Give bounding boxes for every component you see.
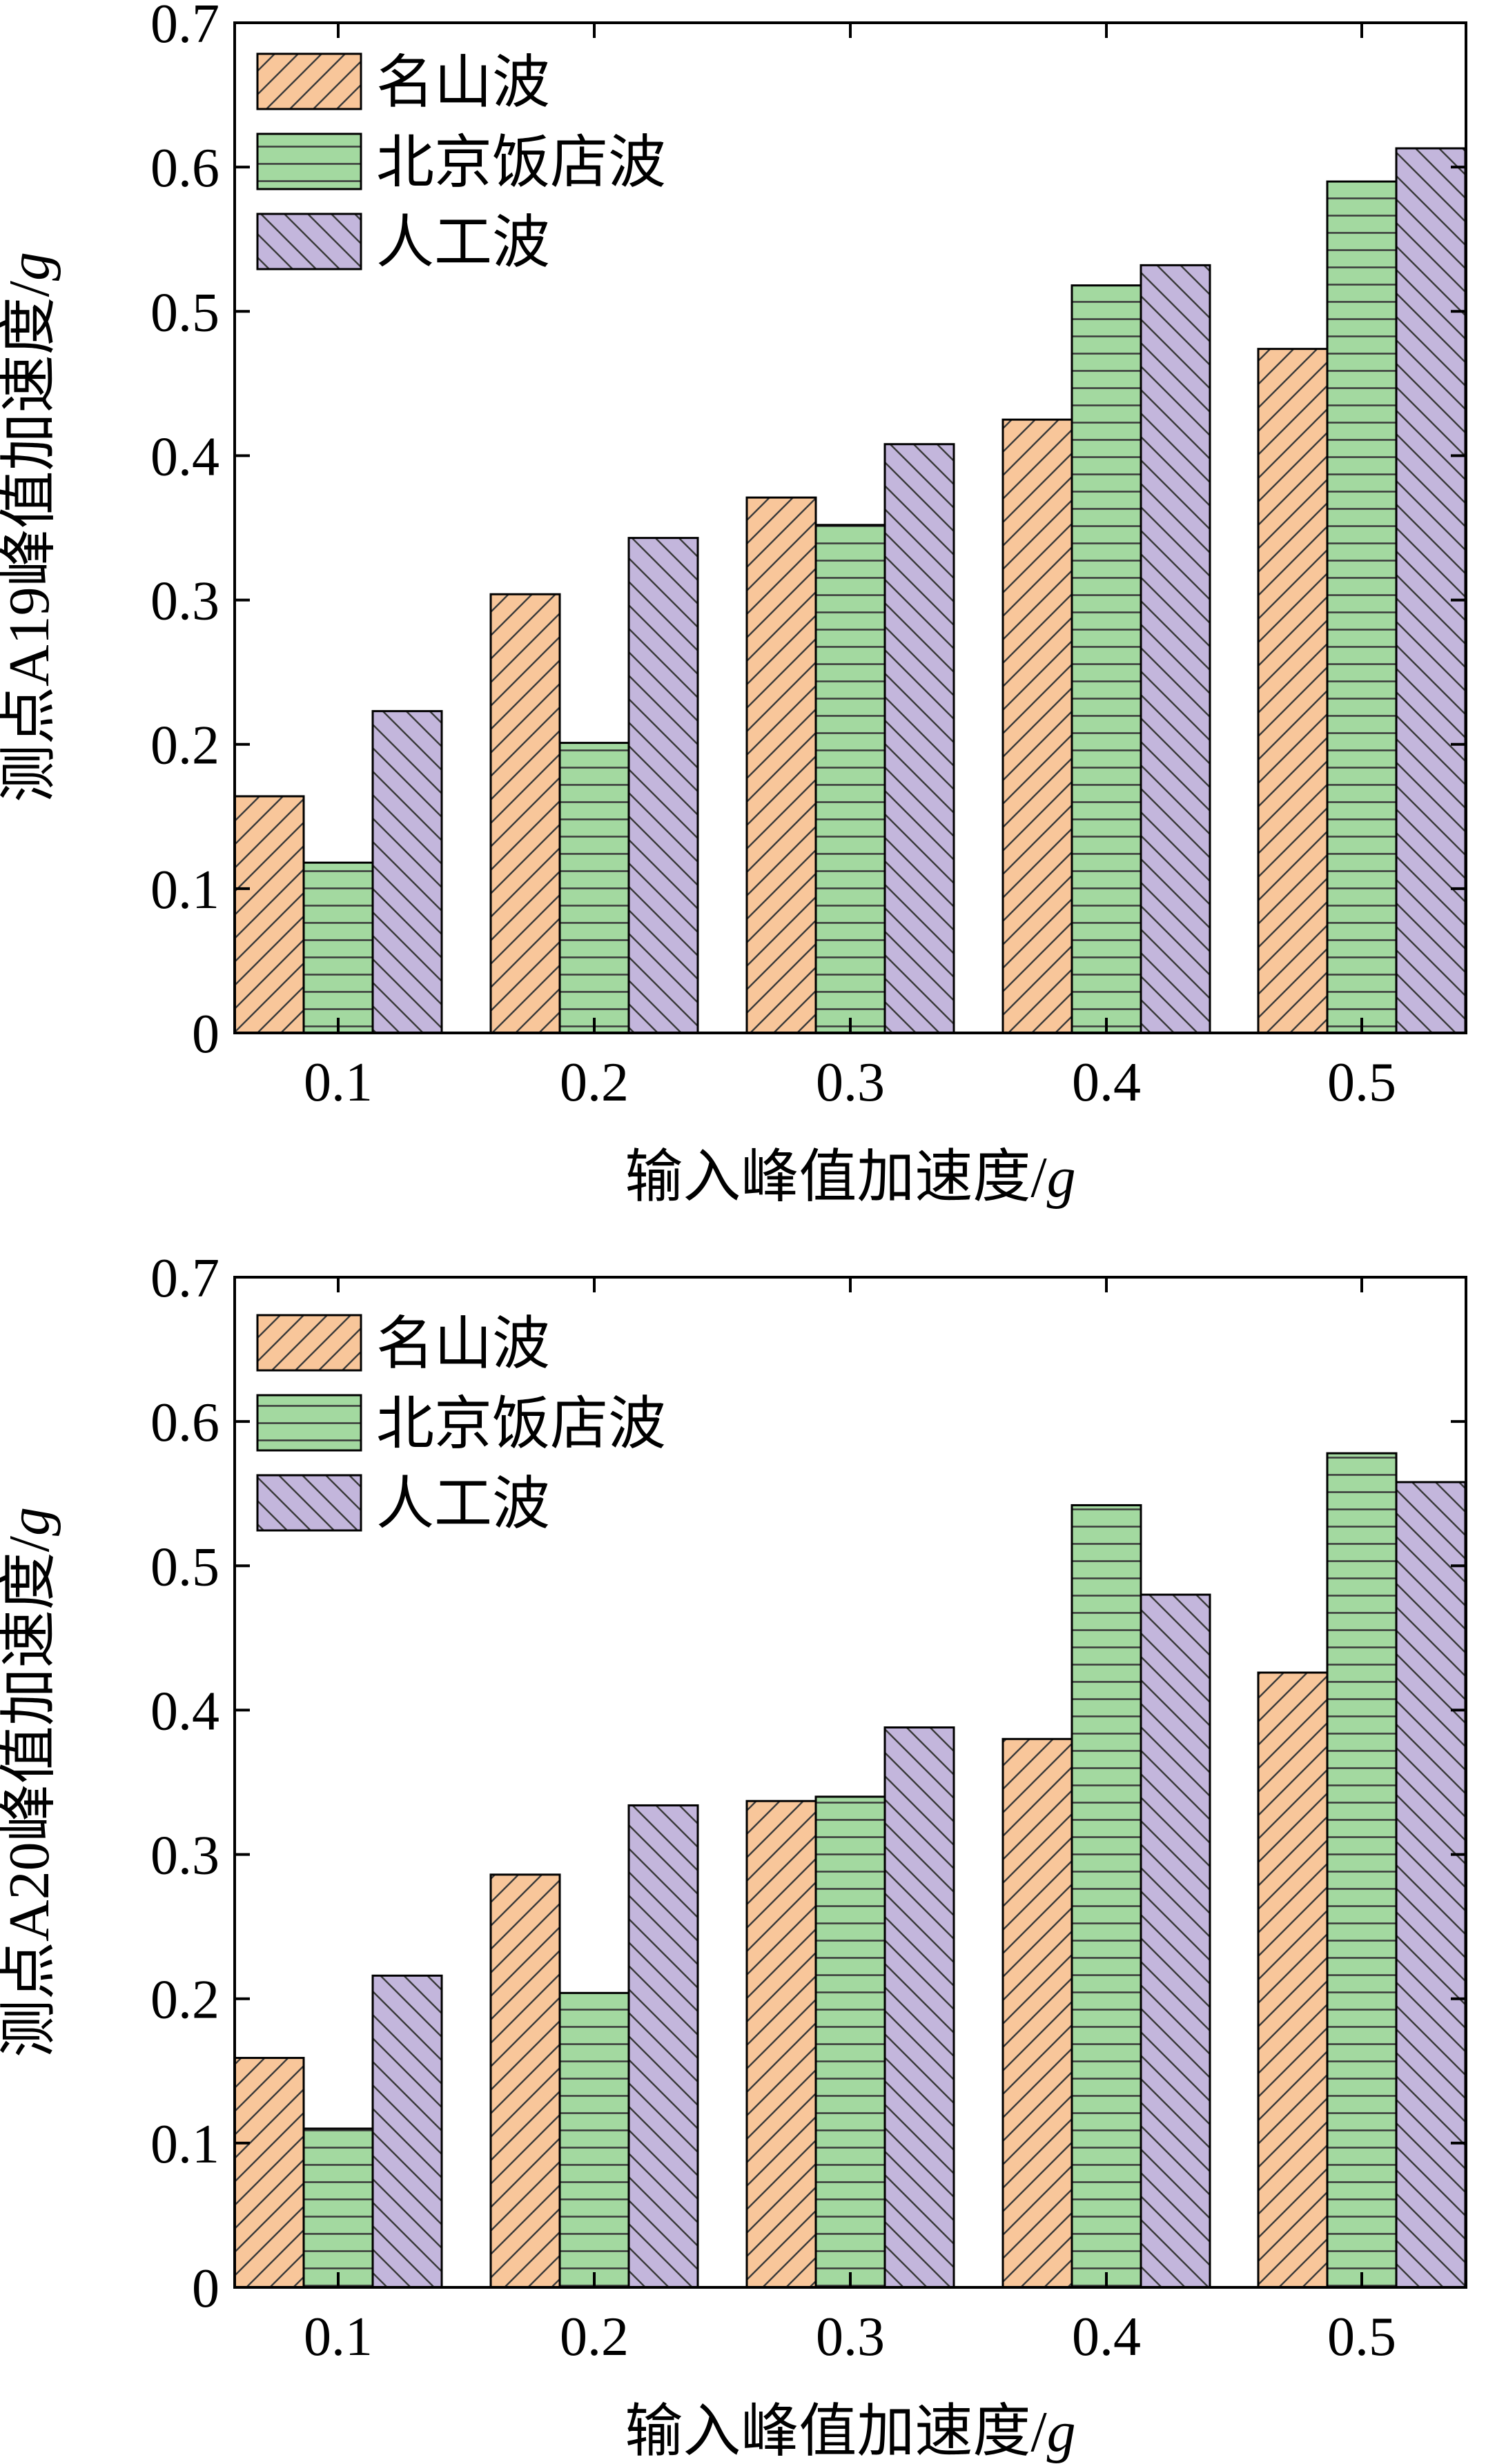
bar-mingshan-0.2 (489, 1873, 561, 2289)
legend-item-mingshan: 名山波 (256, 51, 550, 115)
axes: 0 0.1 0.2 0.3 0.4 0.5 0.6 0.7 0.1 0.2 0.3 0.4 0.5 (150, 0, 1467, 1113)
x-axis-title: 输入峰值加速度/g (625, 1145, 1075, 1210)
y-axis-title: 测点A19峰值加速度/g (0, 252, 61, 802)
bar-beijing-0.1 (302, 861, 374, 1034)
bar-mingshan-0.5 (1257, 1671, 1329, 2289)
x-tick-label: 0.4 (1072, 1052, 1141, 1113)
legend-label-artificial: 人工波 (376, 1472, 550, 1537)
bar-mingshan-0.3 (745, 1800, 817, 2289)
bar-mingshan-0.3 (745, 496, 817, 1034)
y-tick-label: 0.5 (150, 1537, 219, 1597)
bar-artificial-0.1 (371, 1974, 443, 2289)
bar-artificial-0.1 (371, 710, 443, 1034)
y-tick-label: 0.5 (150, 282, 219, 343)
bar-beijing-0.3 (814, 524, 886, 1034)
bar-mingshan-0.1 (233, 2056, 305, 2289)
legend-label-mingshan: 名山波 (376, 1312, 550, 1377)
bar-mingshan-0.4 (1001, 1737, 1073, 2289)
chart-a20: 测点A20峰值加速度/g 输入峰值加速度/g 名山波 北京饭店波 人工波 0 0.… (0, 1248, 1467, 2464)
bar-mingshan-0.5 (1257, 348, 1329, 1034)
x-tick-label: 0.2 (560, 2307, 629, 2367)
x-axis-title: 输入峰值加速度/g (625, 2400, 1075, 2464)
legend-item-mingshan: 名山波 (256, 1312, 550, 1377)
legend-item-beijing: 北京饭店波 (256, 1392, 666, 1457)
legend: 名山波 北京饭店波 人工波 (256, 51, 666, 275)
bar-artificial-0.4 (1140, 1593, 1211, 2289)
bar-mingshan-0.1 (233, 795, 305, 1034)
bar-beijing-0.2 (558, 1991, 630, 2289)
y-tick-label: 0.2 (150, 1970, 219, 2031)
bar-beijing-0.3 (814, 1795, 886, 2289)
x-tick-label: 0.1 (304, 2307, 373, 2367)
y-tick-label: 0.7 (150, 0, 219, 55)
x-tick-label: 0.2 (560, 1052, 629, 1113)
bar-mingshan-0.4 (1001, 418, 1073, 1034)
legend-item-artificial: 人工波 (256, 211, 550, 275)
legend-label-mingshan: 名山波 (376, 51, 550, 115)
y-tick-label: 0 (192, 1004, 219, 1065)
bar-artificial-0.4 (1140, 264, 1211, 1034)
y-tick-label: 0 (192, 2258, 219, 2319)
y-tick-label: 0.3 (150, 1826, 219, 1886)
bar-beijing-0.4 (1070, 284, 1142, 1034)
x-tick-label: 0.3 (816, 1052, 885, 1113)
y-tick-label: 0.1 (150, 860, 219, 920)
legend: 名山波 北京饭店波 人工波 (256, 1312, 666, 1537)
y-tick-label: 0.4 (150, 1681, 219, 1742)
y-tick-label: 0.3 (150, 571, 219, 632)
axes: 0 0.1 0.2 0.3 0.4 0.5 0.6 0.7 0.1 0.2 0.3 0.4 0.5 (150, 1248, 1467, 2367)
legend-item-beijing: 北京饭店波 (256, 131, 666, 195)
legend-label-artificial: 人工波 (376, 211, 550, 275)
y-tick-label: 0.4 (150, 426, 219, 487)
x-tick-label: 0.1 (304, 1052, 373, 1113)
legend-label-beijing: 北京饭店波 (376, 1392, 666, 1457)
bar-beijing-0.5 (1326, 1452, 1398, 2289)
legend-item-artificial: 人工波 (256, 1472, 550, 1537)
bar-artificial-0.5 (1395, 147, 1467, 1034)
bar-artificial-0.5 (1395, 1481, 1467, 2289)
bar-beijing-0.4 (1070, 1504, 1142, 2289)
bar-artificial-0.3 (883, 1726, 955, 2289)
bars (233, 1452, 1467, 2289)
bar-beijing-0.5 (1326, 180, 1398, 1034)
bars (233, 147, 1467, 1034)
y-axis-title: 测点A20峰值加速度/g (0, 1507, 61, 2058)
bar-artificial-0.3 (883, 443, 955, 1034)
x-tick-label: 0.3 (816, 2307, 885, 2367)
bar-beijing-0.2 (558, 742, 630, 1034)
bar-artificial-0.2 (627, 537, 699, 1034)
y-tick-label: 0.2 (150, 716, 219, 776)
x-tick-label: 0.4 (1072, 2307, 1141, 2367)
x-tick-label: 0.5 (1327, 1052, 1396, 1113)
legend-label-beijing: 北京饭店波 (376, 131, 666, 195)
bar-beijing-0.1 (302, 2127, 374, 2289)
chart-a19: 测点A19峰值加速度/g 输入峰值加速度/g 名山波 北京饭店波 人工波 0 0.… (0, 0, 1467, 1210)
x-tick-label: 0.5 (1327, 2307, 1396, 2367)
bar-mingshan-0.2 (489, 593, 561, 1034)
y-tick-label: 0.1 (150, 2114, 219, 2175)
y-tick-label: 0.6 (150, 1392, 219, 1453)
y-tick-label: 0.7 (150, 1248, 219, 1309)
bar-artificial-0.2 (627, 1804, 699, 2289)
y-tick-label: 0.6 (150, 138, 219, 199)
